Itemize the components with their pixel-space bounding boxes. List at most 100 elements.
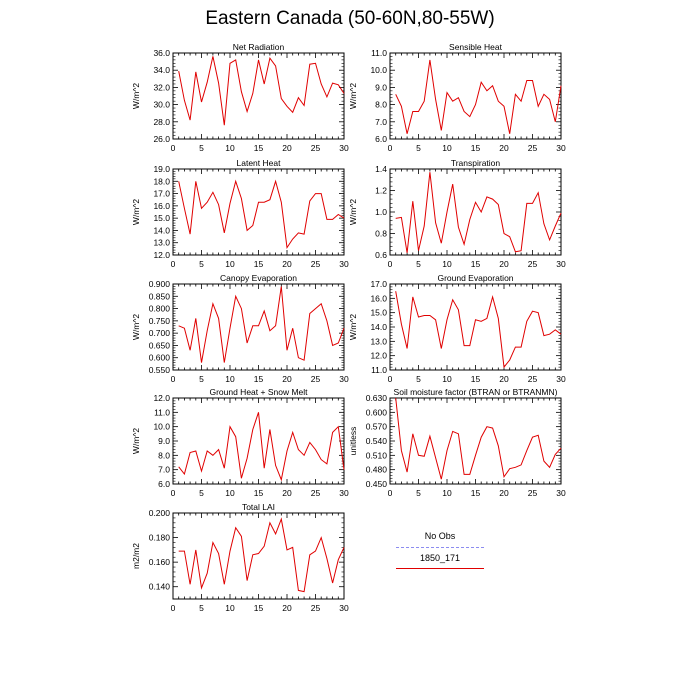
y-tick-label: 0.200 — [149, 508, 171, 518]
y-tick-label: 11.0 — [371, 365, 387, 375]
x-tick-label: 5 — [199, 488, 204, 498]
series-line — [178, 179, 345, 250]
x-tick-label: 20 — [282, 143, 292, 153]
x-tick-label: 0 — [171, 603, 176, 613]
x-tick-label: 15 — [471, 374, 481, 384]
y-axis-label: W/m^2 — [131, 83, 141, 109]
series-line — [395, 397, 562, 480]
y-tick-label: 11.0 — [154, 407, 170, 417]
plot-frame — [389, 168, 562, 256]
series-line — [178, 286, 345, 363]
x-tick-label: 0 — [171, 143, 176, 153]
y-tick-label: 0.480 — [366, 465, 388, 475]
x-tick-label: 5 — [416, 259, 421, 269]
x-tick-label: 0 — [388, 488, 393, 498]
plot-frame — [172, 283, 345, 371]
x-tick-label: 20 — [282, 374, 292, 384]
y-tick-label: 12.0 — [153, 393, 170, 403]
y-tick-label: 0.750 — [149, 316, 171, 326]
y-tick-label: 10.0 — [370, 65, 387, 75]
x-tick-label: 25 — [528, 374, 538, 384]
x-tick-label: 30 — [339, 488, 349, 498]
x-tick-label: 15 — [254, 143, 264, 153]
y-tick-label: 9.0 — [158, 436, 170, 446]
y-tick-label: 26.0 — [153, 134, 170, 144]
x-tick-label: 25 — [311, 143, 321, 153]
x-tick-label: 10 — [225, 374, 235, 384]
x-tick-label: 15 — [254, 259, 264, 269]
y-tick-label: 0.140 — [149, 582, 171, 592]
y-tick-label: 16.0 — [370, 293, 387, 303]
x-tick-label: 10 — [442, 374, 452, 384]
series-line — [395, 291, 562, 369]
x-tick-label: 5 — [199, 143, 204, 153]
y-axis-label: W/m^2 — [348, 199, 358, 225]
series-line — [395, 172, 562, 253]
y-tick-label: 12.0 — [370, 351, 387, 361]
y-axis-label: W/m^2 — [131, 314, 141, 340]
x-tick-label: 25 — [311, 374, 321, 384]
y-axis-label: W/m^2 — [348, 314, 358, 340]
x-tick-label: 5 — [416, 488, 421, 498]
x-tick-label: 15 — [254, 488, 264, 498]
x-tick-label: 25 — [528, 488, 538, 498]
y-tick-label: 0.540 — [366, 436, 388, 446]
y-axis-label: W/m^2 — [131, 428, 141, 454]
legend-line-model — [396, 568, 484, 569]
x-tick-label: 5 — [416, 143, 421, 153]
legend: No Obs 1850_171 — [380, 528, 500, 578]
x-tick-label: 30 — [339, 143, 349, 153]
chart-panel: Ground Evaporation W/m^2 0 5 10 15 20 25 30 11.0 1… — [348, 273, 566, 384]
y-tick-label: 0.800 — [149, 304, 171, 314]
x-tick-label: 15 — [471, 259, 481, 269]
x-tick-label: 5 — [199, 603, 204, 613]
chart-title: Sensible Heat — [449, 42, 503, 52]
x-tick-label: 0 — [171, 374, 176, 384]
y-axis-label: unitless — [348, 427, 358, 456]
chart-panel: Sensible Heat W/m^2 0 5 10 15 20 25 30 6.0 7.0 8.0 9… — [348, 42, 566, 153]
y-tick-label: 0.450 — [366, 479, 388, 489]
y-tick-label: 0.650 — [149, 340, 171, 350]
x-tick-label: 20 — [282, 603, 292, 613]
x-tick-label: 20 — [282, 259, 292, 269]
x-tick-label: 15 — [471, 488, 481, 498]
y-tick-label: 0.600 — [149, 353, 171, 363]
plot-frame — [172, 52, 345, 140]
x-tick-label: 20 — [282, 488, 292, 498]
x-tick-label: 0 — [388, 259, 393, 269]
chart-title: Total LAI — [242, 502, 275, 512]
x-tick-label: 30 — [339, 603, 349, 613]
x-tick-label: 25 — [528, 259, 538, 269]
series-line — [178, 56, 345, 126]
x-tick-label: 10 — [442, 259, 452, 269]
chart-panel: Canopy Evaporation W/m^2 0 5 10 15 20 25 30 0.550… — [131, 273, 349, 384]
x-tick-label: 30 — [339, 259, 349, 269]
plot-frame — [172, 168, 345, 256]
x-tick-label: 5 — [199, 374, 204, 384]
legend-line-obs — [396, 547, 484, 548]
y-tick-label: 0.850 — [149, 291, 171, 301]
y-tick-label: 16.0 — [153, 201, 170, 211]
series-line — [395, 59, 562, 134]
x-tick-label: 15 — [254, 374, 264, 384]
x-tick-label: 5 — [199, 259, 204, 269]
y-tick-label: 0.570 — [366, 422, 388, 432]
series-line — [178, 517, 345, 593]
x-tick-label: 30 — [556, 374, 566, 384]
y-axis-label: W/m^2 — [348, 83, 358, 109]
plot-frame — [172, 512, 345, 600]
series-line — [178, 412, 345, 482]
x-tick-label: 25 — [311, 603, 321, 613]
y-tick-label: 8.0 — [158, 450, 170, 460]
x-tick-label: 10 — [225, 488, 235, 498]
chart-panel: Total LAI m2/m2 0 5 10 15 20 25 30 0.140 0.160 0.18… — [131, 502, 349, 613]
x-tick-label: 20 — [499, 374, 509, 384]
chart-title: Net Radiation — [233, 42, 285, 52]
x-tick-label: 30 — [556, 259, 566, 269]
y-tick-label: 28.0 — [153, 117, 170, 127]
y-tick-label: 36.0 — [153, 48, 170, 58]
y-tick-label: 9.0 — [375, 82, 387, 92]
x-tick-label: 0 — [388, 374, 393, 384]
x-tick-label: 10 — [442, 488, 452, 498]
